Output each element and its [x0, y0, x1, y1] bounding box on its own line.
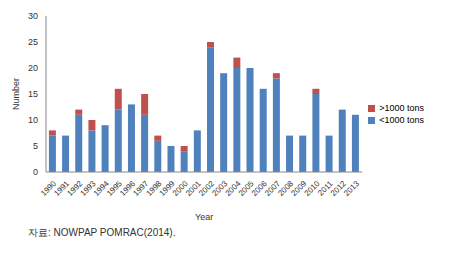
svg-text:2001: 2001: [184, 179, 203, 198]
svg-text:1995: 1995: [104, 179, 124, 198]
html-text:<1000 tons: <1000 tons: [379, 115, 424, 125]
svg-text:1998: 1998: [144, 179, 164, 198]
svg-text:1994: 1994: [91, 179, 111, 198]
svg-text:2003: 2003: [210, 179, 230, 198]
svg-text:2008: 2008: [276, 179, 296, 198]
svg-text:2011: 2011: [316, 179, 335, 198]
svg-text:25: 25: [28, 37, 38, 47]
svg-text:2010: 2010: [302, 179, 322, 198]
svg-text:1992: 1992: [65, 179, 85, 198]
svg-text:1991: 1991: [52, 179, 72, 198]
svg-text:1990: 1990: [39, 179, 58, 198]
svg-text:1999: 1999: [157, 179, 177, 198]
svg-text:2004: 2004: [223, 179, 243, 198]
svg-text:15: 15: [28, 89, 38, 99]
svg-text:2012: 2012: [328, 179, 348, 198]
svg-text:20: 20: [28, 63, 38, 73]
svg-text:2009: 2009: [289, 179, 309, 198]
svg-text:1996: 1996: [118, 179, 138, 198]
svg-text:0: 0: [33, 167, 38, 177]
svg-text:30: 30: [28, 11, 38, 21]
svg-text:2007: 2007: [263, 179, 282, 198]
svg-text:Number: Number: [11, 78, 21, 110]
html-text:>1000 tons: >1000 tons: [379, 103, 424, 113]
svg-text:2002: 2002: [197, 179, 217, 198]
svg-text:Year: Year: [195, 212, 213, 220]
svg-text:1993: 1993: [78, 179, 98, 198]
svg-text:5: 5: [33, 141, 38, 151]
html-text:자료: NOWPAP POMRAC(2014).: 자료: NOWPAP POMRAC(2014).: [28, 227, 176, 238]
svg-text:2005: 2005: [236, 179, 256, 198]
svg-text:1997: 1997: [131, 179, 151, 198]
svg-text:2013: 2013: [342, 179, 361, 198]
svg-text:2006: 2006: [249, 179, 269, 198]
svg-text:2000: 2000: [170, 179, 190, 198]
svg-text:10: 10: [28, 115, 38, 125]
